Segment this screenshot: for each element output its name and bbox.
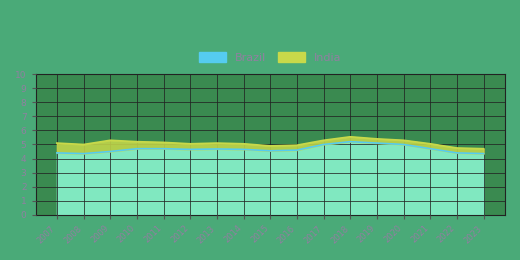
Legend: Brazil, India: Brazil, India xyxy=(196,49,345,66)
